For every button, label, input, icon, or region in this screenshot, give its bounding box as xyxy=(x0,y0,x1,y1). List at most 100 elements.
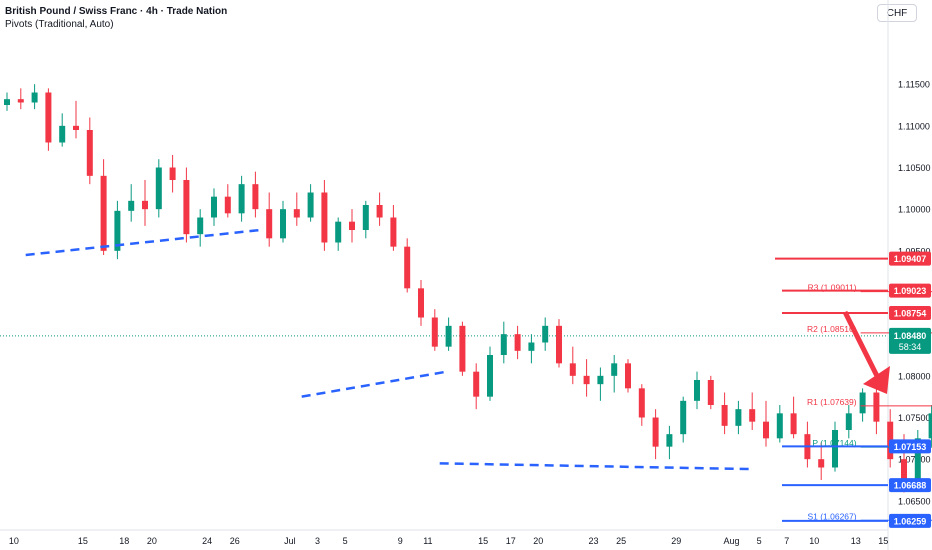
candle-body xyxy=(514,334,521,351)
candle-body xyxy=(293,209,300,218)
candle-body xyxy=(224,196,231,214)
candle-body xyxy=(114,210,121,251)
candle-body xyxy=(31,92,38,103)
candle-body xyxy=(597,375,604,385)
down-arrow-icon xyxy=(863,366,890,394)
candle-body xyxy=(625,363,631,389)
y-tick-label: 1.09500 xyxy=(898,246,931,256)
last-price-tag xyxy=(889,327,931,354)
candle-body xyxy=(749,409,756,422)
candle-body xyxy=(763,421,769,439)
x-tick-label: 25 xyxy=(616,536,626,546)
candle-body xyxy=(845,413,852,430)
y-tick-label: 1.07500 xyxy=(898,413,931,423)
last-price-label: 1.08480 xyxy=(894,331,927,341)
trendline xyxy=(439,462,755,471)
level-price-tag xyxy=(889,513,931,528)
candle-body xyxy=(266,209,273,239)
candle-body xyxy=(790,413,797,435)
x-tick-label: 5 xyxy=(757,536,762,546)
candle-body xyxy=(59,125,66,143)
candle-body xyxy=(707,380,714,405)
pivot-label: S1 (1.06267) xyxy=(807,511,856,521)
candle-body xyxy=(873,392,880,422)
candle-body xyxy=(583,375,590,385)
candle-body xyxy=(611,363,618,376)
candle-body xyxy=(694,380,700,401)
candle-body xyxy=(832,430,838,468)
candle-body xyxy=(169,167,176,180)
candle-body xyxy=(4,99,10,105)
candle-body xyxy=(431,317,438,347)
x-tick-label: 7 xyxy=(784,536,789,546)
x-tick-label: 23 xyxy=(588,536,598,546)
down-arrow-shaft xyxy=(842,310,880,378)
candle-body xyxy=(914,438,921,480)
x-tick-label: 10 xyxy=(809,536,819,546)
candle-body xyxy=(528,342,535,351)
candle-body xyxy=(17,99,24,103)
pivot-label: R3 (1.09011) xyxy=(808,283,857,293)
candle-body xyxy=(197,217,204,235)
x-tick-label: 5 xyxy=(343,536,348,546)
level-price-tag xyxy=(889,251,931,266)
candle-body xyxy=(211,196,217,218)
candle-body xyxy=(818,459,825,468)
candle-body xyxy=(307,192,314,218)
level-price-label: 1.07153 xyxy=(894,442,927,452)
candle-body xyxy=(776,413,783,439)
y-tick-label: 1.11000 xyxy=(898,121,930,131)
y-tick-label: 1.08000 xyxy=(898,371,931,381)
pivot-label: P (1.07144) xyxy=(812,438,856,448)
pivot-label: R1 (1.07639) xyxy=(807,397,857,407)
level-price-label: 1.06688 xyxy=(894,481,927,491)
candle-body xyxy=(45,92,52,143)
candle-body xyxy=(928,413,932,439)
countdown-label: 58:34 xyxy=(899,342,922,352)
currency-button[interactable]: CHF xyxy=(877,4,917,22)
x-tick-label: 11 xyxy=(423,536,432,546)
candle-body xyxy=(500,334,507,355)
candle-body xyxy=(418,288,424,318)
candle-body xyxy=(859,392,866,414)
x-tick-label: 10 xyxy=(9,536,19,546)
candle-body xyxy=(280,209,286,239)
candle-body xyxy=(680,400,687,435)
indicator-label[interactable]: Pivots (Traditional, Auto) xyxy=(5,19,114,30)
x-tick-label: Jul xyxy=(284,536,296,546)
candle-body xyxy=(128,200,135,211)
candle-body xyxy=(155,167,162,210)
x-tick-label: 15 xyxy=(78,536,88,546)
candle-body xyxy=(362,205,369,230)
x-tick-label: 29 xyxy=(671,536,681,546)
candle-body xyxy=(901,459,907,480)
y-tick-label: 1.10000 xyxy=(898,205,931,215)
x-tick-label: 26 xyxy=(230,536,240,546)
level-price-label: 1.09407 xyxy=(894,254,927,264)
level-price-label: 1.06259 xyxy=(894,516,927,526)
x-tick-label: 15 xyxy=(478,536,488,546)
candle-body xyxy=(252,184,259,210)
candle-body xyxy=(556,325,562,364)
x-tick-label: 3 xyxy=(315,536,320,546)
candle-body xyxy=(183,180,190,235)
candle-body xyxy=(390,217,397,247)
x-tick-label: 15 xyxy=(878,536,888,546)
trendline xyxy=(301,370,447,398)
level-price-tag xyxy=(889,439,931,454)
candle-body xyxy=(459,325,466,372)
level-price-label: 1.09023 xyxy=(894,286,927,296)
pivot-label: R2 (1.08516) xyxy=(807,324,857,334)
candle-body xyxy=(473,371,480,397)
candle-body xyxy=(404,246,411,289)
level-price-tag xyxy=(889,478,931,493)
chart-title: British Pound / Swiss Franc · 4h · Trade… xyxy=(5,6,228,17)
candle-body xyxy=(638,388,645,418)
x-tick-label: 20 xyxy=(147,536,157,546)
level-price-tag xyxy=(889,283,931,298)
candle-body xyxy=(142,200,148,210)
candle-body xyxy=(445,325,452,347)
candle-body xyxy=(542,325,549,343)
candle-body xyxy=(335,221,342,243)
